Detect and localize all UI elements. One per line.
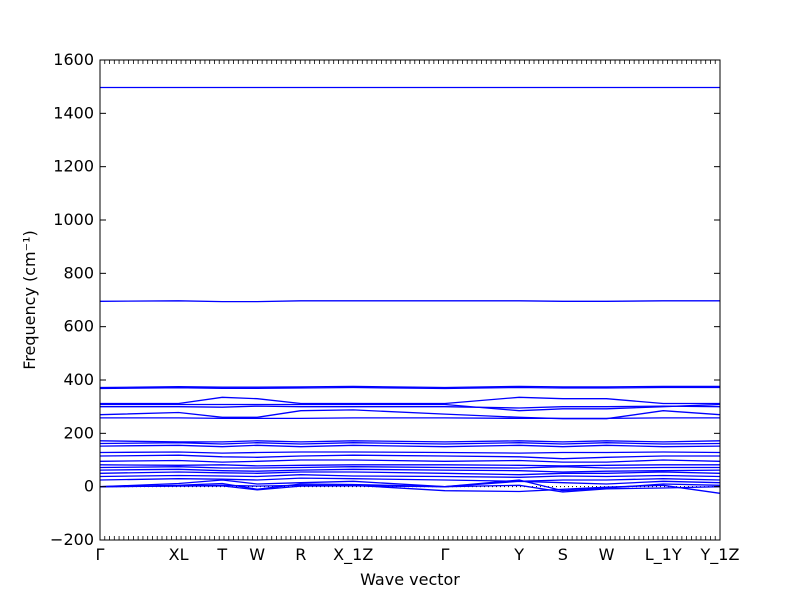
x-tick-label: W [599, 545, 615, 564]
band-line-20 [99, 474, 721, 478]
x-tick-label: L_1Y [645, 545, 682, 565]
y-tick-label: −200 [50, 530, 94, 549]
band-line-22 [99, 479, 721, 488]
band-line-18 [99, 468, 721, 473]
x-tick-label: S [558, 545, 568, 564]
y-tick-label: 1400 [53, 103, 94, 122]
x-tick-label: R [295, 545, 306, 564]
x-tick-label: T [216, 545, 227, 564]
y-tick-label: 1600 [53, 50, 94, 69]
band-line-5 [100, 396, 720, 405]
band-line-16 [99, 464, 720, 467]
band-line-11 [99, 442, 721, 445]
x-tick-label: Γ [96, 545, 105, 564]
x-axis-label: Wave vector [360, 570, 460, 589]
plot-background [100, 60, 720, 540]
band-line-13 [99, 451, 721, 454]
y-axis-label: Frequency (cm⁻¹) [20, 230, 39, 369]
band-line-2 [99, 300, 720, 303]
y-tick-layer: −200 0 200 400 600 800 1000 1200 1400 1600 [50, 50, 720, 549]
band-line-15 [99, 459, 721, 463]
plot-frame [99, 59, 721, 541]
y-tick-label: 600 [63, 317, 94, 336]
band-line-12 [99, 444, 721, 448]
band-line-10 [99, 440, 721, 443]
x-tick-label: W [249, 545, 265, 564]
band-line-25 [99, 484, 721, 493]
y-tick-label: 200 [63, 423, 94, 442]
y-tick-label: 400 [63, 370, 94, 389]
band-line-14 [99, 454, 720, 460]
band-line-8 [99, 409, 721, 420]
band-line-4 [99, 386, 720, 390]
x-tick-label: Y [513, 545, 524, 564]
x-tick-layer: Γ XL T W R X_1Z Γ Y S W L_1Y Y_1Z [96, 60, 740, 565]
x-tick-label: Y_1Z [700, 545, 740, 565]
x-tick-label: XL [169, 545, 189, 564]
band-line-9 [100, 417, 720, 420]
band-line-6 [100, 403, 721, 412]
y-tick-label: 0 [84, 477, 94, 496]
x-tick-label: Γ [440, 545, 449, 564]
series-layer [99, 86, 721, 494]
band-line-17 [99, 466, 720, 469]
band-line-21 [99, 477, 721, 482]
y-tick-label: 1000 [53, 210, 94, 229]
band-line-3 [99, 385, 720, 389]
y-tick-label: 1200 [53, 157, 94, 176]
band-line-7 [100, 405, 721, 409]
y-tick-label: 800 [63, 263, 94, 282]
x-tick-label: X_1Z [333, 545, 373, 565]
band-line-19 [99, 471, 721, 476]
